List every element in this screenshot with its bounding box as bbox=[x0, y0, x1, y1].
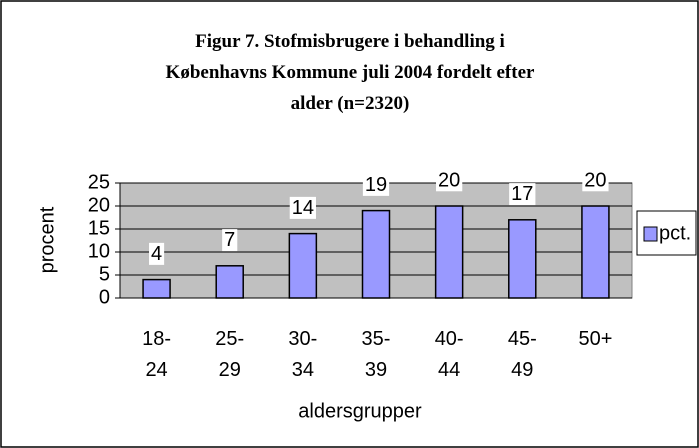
data-label: 4 bbox=[151, 243, 162, 265]
data-label-bg bbox=[362, 173, 390, 196]
data-label-bg bbox=[149, 242, 165, 265]
bar bbox=[434, 205, 464, 299]
x-axis-title: aldersgrupper bbox=[298, 400, 422, 422]
x-tick-label: 35- 39 bbox=[361, 328, 391, 381]
chart-title: Figur 7. Stofmisbrugere i behandling i K… bbox=[165, 31, 535, 114]
data-label-bg bbox=[509, 183, 536, 206]
y-tick-label: 15 bbox=[88, 217, 110, 239]
x-tick-label: 50+ bbox=[578, 328, 613, 350]
data-label: 14 bbox=[292, 197, 314, 219]
x-tick-label: 45- 49 bbox=[507, 328, 537, 381]
data-label-bg bbox=[289, 196, 316, 219]
bar bbox=[508, 219, 537, 299]
data-label-bg bbox=[436, 169, 463, 192]
data-label-bg bbox=[582, 169, 609, 192]
bar bbox=[361, 209, 391, 299]
data-label: 20 bbox=[438, 169, 460, 191]
x-tick-label: 40- 44 bbox=[434, 328, 464, 381]
y-tick-label: 25 bbox=[88, 171, 110, 193]
data-label: 20 bbox=[584, 169, 606, 191]
data-label: 17 bbox=[511, 183, 533, 205]
x-tick-label: 30- 34 bbox=[288, 328, 318, 381]
x-tick-label: 25- 29 bbox=[215, 328, 245, 381]
x-tick-label: 18- 24 bbox=[142, 328, 172, 381]
y-tick-label: 0 bbox=[99, 286, 110, 308]
bar bbox=[142, 278, 171, 299]
y-tick-label: 5 bbox=[99, 263, 110, 285]
bar bbox=[288, 232, 318, 299]
y-tick-label: 10 bbox=[88, 240, 110, 262]
bar bbox=[215, 265, 244, 299]
bar bbox=[581, 205, 610, 299]
data-label-bg bbox=[222, 229, 238, 252]
y-tick-label: 20 bbox=[88, 194, 110, 216]
data-label: 7 bbox=[224, 229, 235, 251]
data-label: 19 bbox=[365, 174, 387, 196]
legend-label: pct. bbox=[659, 222, 691, 244]
legend-swatch bbox=[643, 226, 658, 242]
y-axis-title: procent bbox=[36, 206, 58, 273]
